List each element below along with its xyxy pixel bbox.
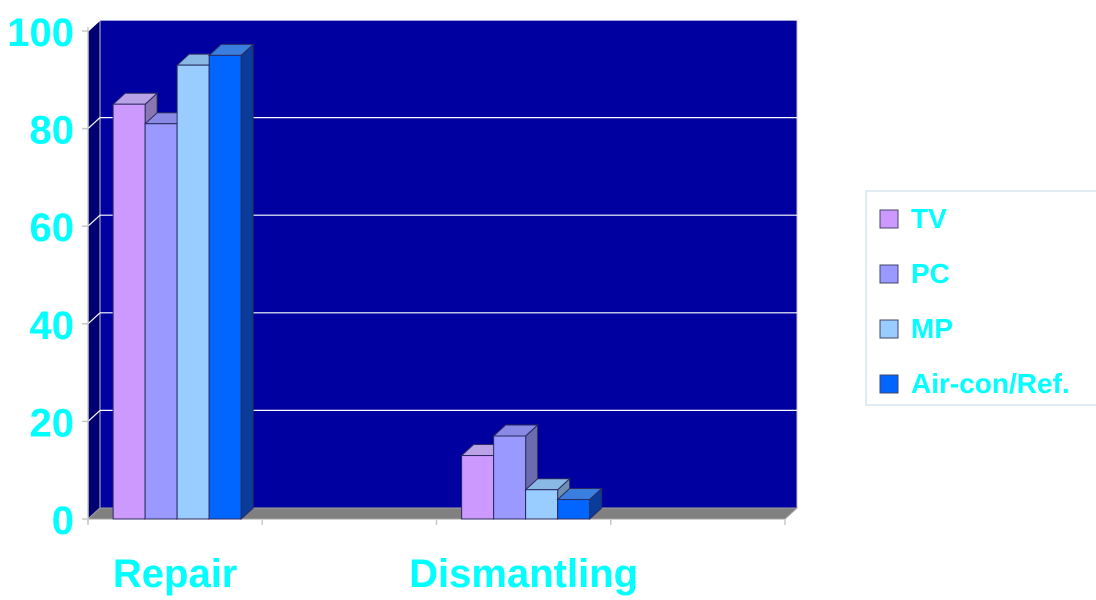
legend: TV PC MP Air-con/Ref. <box>865 190 1096 406</box>
legend-swatch <box>879 374 899 394</box>
y-tick-label: 20 <box>30 401 75 445</box>
x-category-label: Dismantling <box>409 552 638 596</box>
legend-box <box>865 190 1096 406</box>
y-tick-label: 40 <box>30 304 75 348</box>
bars <box>111 43 603 521</box>
legend-swatch <box>879 209 899 229</box>
y-tick-label: 60 <box>30 206 75 250</box>
legend-label: MP <box>911 313 953 344</box>
legend-item: PC <box>879 258 950 289</box>
x-category-label: Repair <box>113 552 238 596</box>
y-tick-label: 80 <box>30 109 75 153</box>
legend-swatch <box>879 264 899 284</box>
bar <box>207 43 255 521</box>
legend-swatch <box>879 319 899 339</box>
y-axis: 0 20 40 60 80 100 <box>7 11 89 543</box>
plot-area <box>86 18 799 521</box>
legend-item: MP <box>879 313 953 344</box>
plot-side-wall <box>87 18 101 521</box>
legend-label: PC <box>911 258 950 289</box>
legend-item: TV <box>879 203 947 234</box>
y-tick-label: 100 <box>7 11 74 55</box>
legend-label: Air-con/Ref. <box>911 368 1070 399</box>
bar <box>556 487 603 521</box>
legend-item: Air-con/Ref. <box>879 368 1070 399</box>
gridline <box>87 19 797 32</box>
legend-label: TV <box>911 203 947 234</box>
y-tick-label: 0 <box>52 499 74 543</box>
x-axis: Repair Dismantling <box>87 519 786 596</box>
